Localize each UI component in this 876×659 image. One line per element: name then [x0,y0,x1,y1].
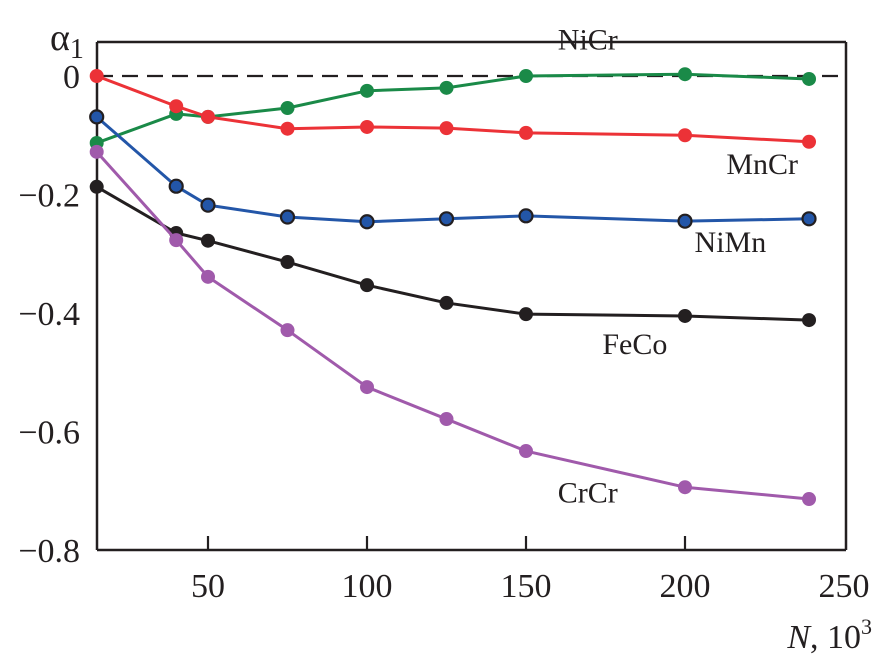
data-point-mncr [802,134,817,149]
data-point-mncr [678,128,692,143]
y-tick-label: 0 [63,59,80,96]
data-point-nimn [677,213,693,229]
series-label-feco: FeCo [602,328,667,361]
data-point-nimn [279,209,296,225]
series-group [89,67,817,507]
y-axis-title-main: α [50,17,70,59]
data-point-nicr [439,80,454,95]
data-point-mncr [519,125,533,140]
y-ticks: 0 −0.2 −0.4 −0.6 −0.8 [18,59,80,570]
y-tick-label: −0.8 [18,533,80,570]
data-point-crcr [519,444,533,459]
x-ticks: 50 100 150 200 250 [191,536,870,605]
data-point-crcr [89,144,104,159]
data-point-crcr [802,492,817,507]
x-axis-title-exponent: 3 [861,614,872,639]
data-point-mncr [280,121,295,136]
data-point-nimn [438,211,455,227]
data-point-feco [439,295,454,310]
data-point-mncr [89,69,104,83]
data-point-crcr [280,323,295,338]
x-tick-label: 250 [819,568,870,605]
series-feco [89,179,817,328]
data-point-nicr [519,69,533,83]
y-tick-label: −0.2 [18,178,80,215]
data-point-mncr [439,121,454,136]
data-point-feco [678,308,692,323]
data-point-feco [89,179,104,194]
data-point-nimn [801,211,817,227]
series-label-crcr: CrCr [558,477,618,510]
data-point-feco [519,307,533,322]
series-line-nicr [96,72,810,145]
axes [95,40,848,552]
series-labels: NiCr MnCr NiMn FeCo CrCr [558,23,798,509]
series-nimn [89,109,817,230]
data-point-nicr [360,83,374,98]
data-point-mncr [169,99,184,114]
x-axis-title: N, 103 [786,614,872,656]
data-point-crcr [169,233,184,248]
x-axis-title-variable: N [786,619,812,656]
data-point-crcr [360,380,374,395]
x-tick-label: 50 [191,568,225,605]
data-point-nimn [518,208,534,224]
series-label-nicr: NiCr [558,23,618,56]
data-point-nimn [359,214,375,230]
series-nicr [89,67,817,150]
data-point-nicr [802,71,817,86]
series-crcr [89,144,817,507]
series-label-mncr: MnCr [726,148,798,181]
data-point-feco [802,313,817,328]
data-point-nicr [678,67,692,82]
x-tick-label: 200 [660,568,711,605]
data-point-mncr [360,119,374,134]
data-point-crcr [201,269,215,284]
x-axis-title-unit: , 10 [810,619,861,656]
y-axis-title-sub: 1 [70,34,84,65]
data-point-feco [360,278,374,293]
x-tick-label: 100 [342,568,393,605]
y-tick-label: −0.4 [18,296,80,333]
data-point-nimn [168,178,184,194]
series-label-nimn: NiMn [695,226,767,259]
y-axis-title: α1 [50,17,84,65]
data-point-nicr [280,100,295,115]
data-point-feco [201,233,215,248]
series-mncr [89,69,817,149]
data-point-crcr [439,412,454,427]
x-tick-label: 150 [501,568,552,605]
y-tick-label: −0.6 [18,415,80,452]
data-point-mncr [201,109,215,124]
data-point-crcr [678,480,692,495]
data-point-nimn [200,197,216,213]
data-point-feco [280,255,295,270]
data-point-nimn [89,109,105,125]
